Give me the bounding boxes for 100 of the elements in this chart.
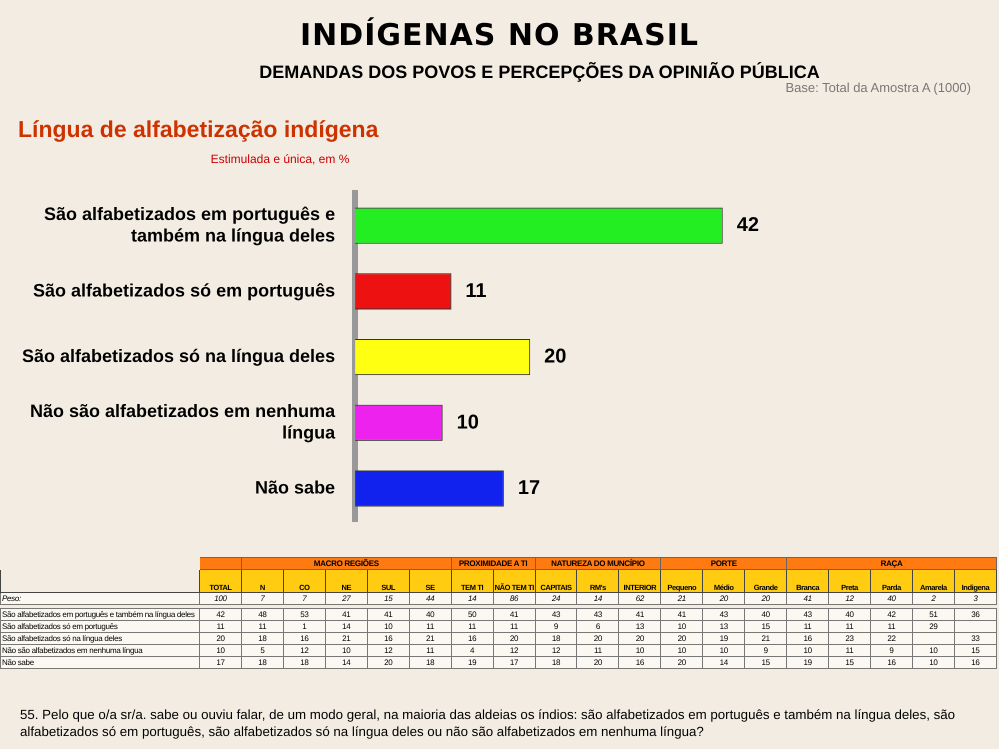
data-label: 10 <box>200 644 242 656</box>
data-label: 41 <box>660 608 703 620</box>
data-label: 10 <box>367 620 410 632</box>
data-label: 11 <box>409 644 452 656</box>
data-label: 20 <box>576 656 619 668</box>
y-tick-label: Não sabe <box>255 478 336 498</box>
data-label: 14 <box>325 620 368 632</box>
text: 55. Pelo que o/a sr/a. sabe ou ouviu falar, de um modo geral, na maioria das aldeias os índios: são alfabetizados em português e também na língua deles, são alfabetizados só em português, são alfabetizados só na língua deles ou não são alfabetizados em nenhuma língua? <box>20 706 956 740</box>
data-label: 20 <box>576 632 619 644</box>
data-label: 13 <box>702 620 745 632</box>
data-label: 10 <box>912 656 954 668</box>
y-tick-label: São alfabetizados em português e também na língua deles <box>0 608 200 620</box>
data-label: 10 <box>660 620 703 632</box>
data-label: 16 <box>283 632 326 644</box>
data-label: 7 <box>283 592 326 604</box>
data-label: 23 <box>828 632 870 644</box>
y-tick-label: Não sabe <box>0 656 200 668</box>
data-label: 33 <box>954 632 996 644</box>
data-label: 86 <box>493 592 535 604</box>
data-label: 18 <box>241 656 284 668</box>
data-label: 14 <box>451 592 494 604</box>
text: Base: Total da Amostra A (1000) <box>786 80 971 95</box>
data-label: 11 <box>465 280 487 302</box>
data-label: 12 <box>283 644 326 656</box>
data-label: 18 <box>283 656 326 668</box>
data-label: 3 <box>954 592 996 604</box>
data-label: 20 <box>660 656 703 668</box>
data-label: 11 <box>200 620 242 632</box>
data-label: 10 <box>786 644 829 656</box>
data-label: 14 <box>576 592 619 604</box>
data-label: 21 <box>660 592 703 604</box>
data-label: 40 <box>744 608 787 620</box>
text: PROXIMIDADE A TI <box>451 558 535 570</box>
data-label: 15 <box>367 592 410 604</box>
data-label: 20 <box>702 592 745 604</box>
text: Estimulada e única, em % <box>210 152 350 166</box>
data-label: 11 <box>828 644 870 656</box>
text: RAÇA <box>786 558 996 570</box>
data-label: 50 <box>451 608 494 620</box>
data-label: 18 <box>535 656 577 668</box>
data-label: 22 <box>870 632 912 644</box>
data-label: 15 <box>954 644 996 656</box>
data-label: 11 <box>451 620 494 632</box>
data-label: 21 <box>325 632 368 644</box>
data-label: 19 <box>702 632 745 644</box>
data-label: 15 <box>828 656 870 668</box>
data-label: 14 <box>702 656 745 668</box>
data-label: 41 <box>786 592 829 604</box>
data-label: 9 <box>870 644 912 656</box>
y-tick-label: Peso: <box>0 592 200 604</box>
data-label: 18 <box>535 632 577 644</box>
data-label: 10 <box>660 644 703 656</box>
data-label: 40 <box>409 608 452 620</box>
data-label: 15 <box>744 620 787 632</box>
data-label: 29 <box>912 620 954 632</box>
data-label: 20 <box>660 632 703 644</box>
data-label: 19 <box>451 656 494 668</box>
data-label: 11 <box>576 644 619 656</box>
data-label: 19 <box>786 656 829 668</box>
y-tick-label: São alfabetizados só em português <box>33 280 336 300</box>
data-label: 42 <box>870 608 912 620</box>
data-label: 21 <box>409 632 452 644</box>
data-label: 43 <box>576 608 619 620</box>
data-label: 2 <box>912 592 954 604</box>
data-label: 20 <box>493 632 535 644</box>
data-label: 11 <box>493 620 535 632</box>
data-label: 16 <box>954 656 996 668</box>
data-label: 40 <box>870 592 912 604</box>
data-label: 44 <box>409 592 452 604</box>
data-label: 9 <box>535 620 577 632</box>
data-label: 15 <box>744 656 787 668</box>
text: MACRO REGIÕES <box>241 558 452 570</box>
data-label: 43 <box>535 608 577 620</box>
data-label: 12 <box>535 644 577 656</box>
data-label: 16 <box>367 632 410 644</box>
data-label: 12 <box>367 644 410 656</box>
data-label: 41 <box>325 608 368 620</box>
data-label: 18 <box>241 632 284 644</box>
data-label: 4 <box>451 644 494 656</box>
data-label: 43 <box>702 608 745 620</box>
data-label: 17 <box>200 656 242 668</box>
y-tick-label: Não são alfabetizados em nenhuma língua <box>30 400 336 443</box>
data-label: 20 <box>544 346 566 368</box>
data-label: 12 <box>828 592 870 604</box>
data-label: 11 <box>241 620 284 632</box>
text: Língua de alfabetização indígena <box>18 116 378 143</box>
data-label: 18 <box>409 656 452 668</box>
data-label: 27 <box>325 592 368 604</box>
data-label: 16 <box>618 656 661 668</box>
data-label: 53 <box>283 608 326 620</box>
data-label: 20 <box>744 592 787 604</box>
data-label: 24 <box>535 592 577 604</box>
data-label: 12 <box>493 644 535 656</box>
y-tick-label: São alfabetizados só na língua deles <box>22 346 336 366</box>
data-label: 41 <box>493 608 535 620</box>
data-label: 100 <box>200 592 242 604</box>
y-tick-label: Não são alfabetizados em nenhuma língua <box>0 644 200 656</box>
data-label: 20 <box>367 656 410 668</box>
data-label: 17 <box>493 656 535 668</box>
data-label: 16 <box>451 632 494 644</box>
